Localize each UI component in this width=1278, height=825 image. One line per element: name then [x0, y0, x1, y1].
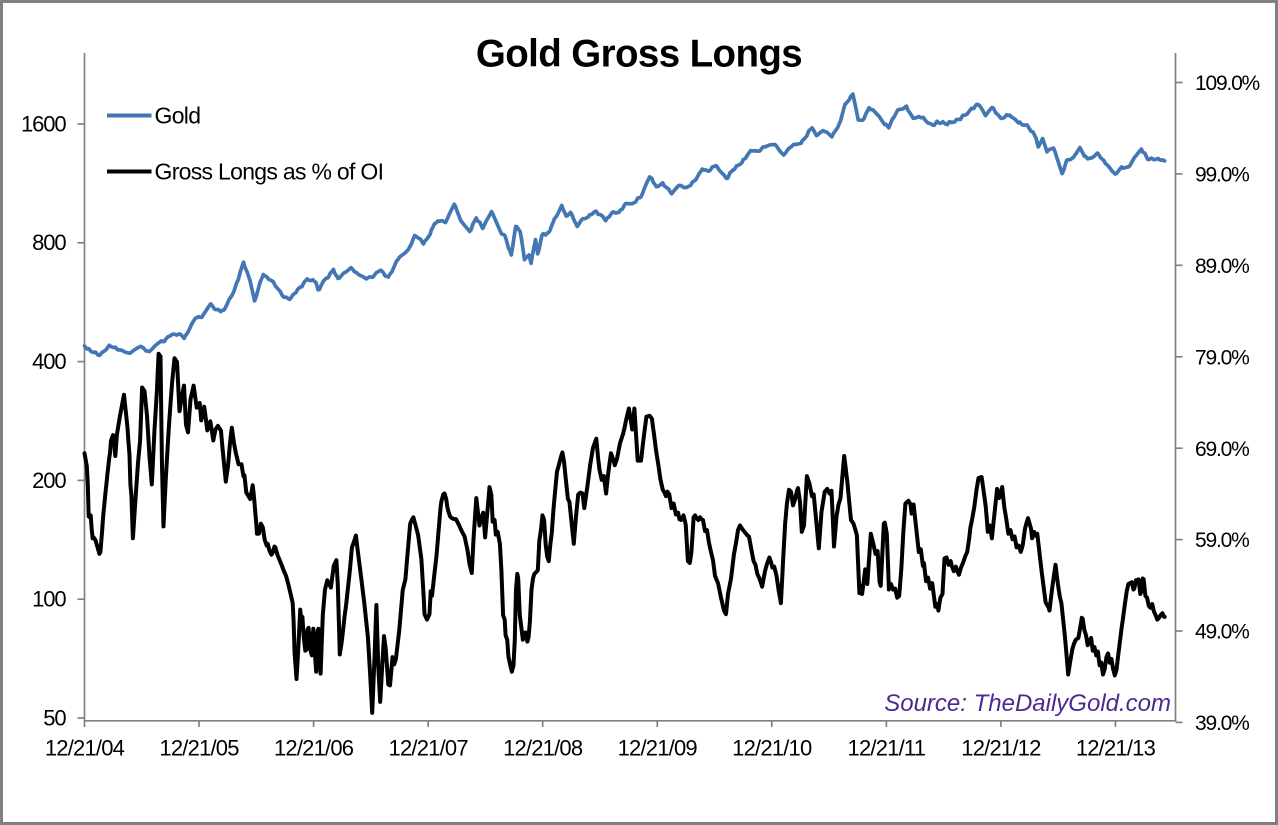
svg-text:Source: TheDailyGold.com: Source: TheDailyGold.com	[884, 690, 1171, 717]
svg-text:Gross Longs as % of OI: Gross Longs as % of OI	[155, 159, 384, 185]
svg-text:79.0%: 79.0%	[1195, 346, 1249, 369]
svg-text:69.0%: 69.0%	[1195, 438, 1249, 461]
svg-text:49.0%: 49.0%	[1195, 621, 1249, 644]
svg-text:12/21/08: 12/21/08	[503, 736, 583, 761]
svg-text:12/21/09: 12/21/09	[618, 736, 698, 761]
svg-text:200: 200	[32, 468, 66, 493]
svg-text:39.0%: 39.0%	[1195, 712, 1249, 735]
svg-text:109.0%: 109.0%	[1195, 72, 1260, 95]
svg-text:400: 400	[32, 349, 66, 374]
svg-text:100: 100	[32, 587, 66, 612]
svg-text:89.0%: 89.0%	[1195, 255, 1249, 278]
svg-text:12/21/11: 12/21/11	[848, 736, 926, 761]
svg-text:12/21/07: 12/21/07	[389, 736, 469, 761]
svg-text:12/21/12: 12/21/12	[961, 736, 1041, 761]
svg-text:Gold Gross Longs: Gold Gross Longs	[476, 33, 802, 76]
svg-text:1600: 1600	[21, 111, 66, 136]
svg-text:12/21/10: 12/21/10	[732, 736, 812, 761]
svg-text:Gold: Gold	[155, 103, 201, 129]
svg-text:800: 800	[32, 230, 66, 255]
svg-text:99.0%: 99.0%	[1195, 164, 1249, 187]
svg-text:12/21/05: 12/21/05	[159, 736, 239, 761]
svg-text:50: 50	[43, 705, 66, 730]
svg-text:12/21/06: 12/21/06	[274, 736, 354, 761]
svg-text:12/21/13: 12/21/13	[1076, 736, 1156, 761]
svg-text:12/21/04: 12/21/04	[45, 736, 125, 761]
svg-text:59.0%: 59.0%	[1195, 529, 1249, 552]
